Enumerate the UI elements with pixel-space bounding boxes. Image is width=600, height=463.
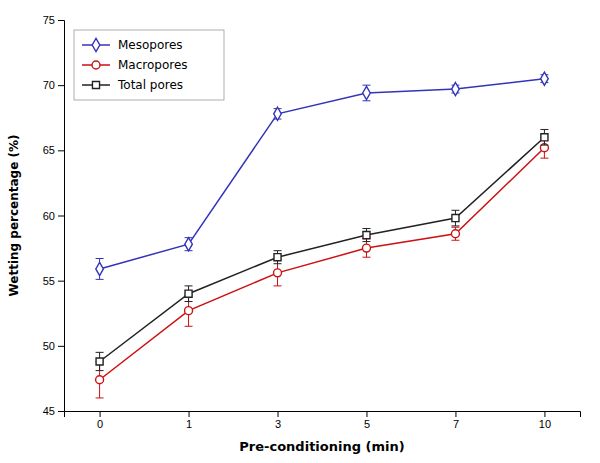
error-bar [274, 251, 282, 264]
point [96, 262, 104, 275]
y-tick-mark [58, 150, 64, 151]
series-line [100, 79, 545, 269]
point [451, 230, 459, 238]
y-axis-line [58, 21, 65, 412]
error-bar [451, 227, 459, 240]
y-tick: 70 [43, 79, 64, 91]
point [363, 86, 371, 99]
error-bar [362, 229, 370, 242]
point [452, 82, 460, 95]
point [363, 232, 370, 239]
legend-label: Macropores [118, 58, 188, 72]
legend-marker [92, 38, 100, 51]
y-tick-mark [58, 346, 64, 347]
x-tick-label: 5 [364, 418, 370, 430]
x-tick-mark [366, 411, 367, 417]
series-group [96, 72, 549, 398]
x-tick-mark [544, 411, 545, 417]
legend-marker [92, 61, 100, 69]
x-tick: 10 [539, 411, 551, 430]
error-bar [185, 238, 193, 251]
series-line [100, 137, 545, 361]
y-tick-mark [58, 411, 64, 412]
y-tick: 65 [43, 144, 64, 156]
y-tick: 60 [43, 210, 64, 222]
chart: 0 1 3 5 7 10 45 50 55 60 65 70 75 Mesopores Macropores… [0, 0, 600, 463]
legend-label: Total pores [117, 78, 183, 92]
error-bar [451, 210, 459, 226]
x-tick: 7 [453, 411, 459, 430]
series [96, 129, 549, 370]
series-line [100, 148, 545, 380]
point [274, 107, 282, 120]
legend-item: Total pores [82, 78, 183, 92]
error-bar [96, 259, 104, 280]
y-tick-label: 75 [43, 14, 55, 26]
x-tick-label: 10 [539, 418, 551, 430]
y-tick: 45 [43, 405, 64, 417]
plot-area: 0 1 3 5 7 10 45 50 55 60 65 70 75 Mesopores Macropores… [43, 14, 581, 430]
error-bar [185, 286, 193, 302]
point [185, 290, 192, 297]
x-tick: 1 [186, 411, 192, 430]
x-tick-mark [455, 411, 456, 417]
series [96, 72, 549, 279]
y-tick-mark [58, 85, 64, 86]
y-tick: 50 [43, 340, 64, 352]
point [362, 244, 370, 252]
point [452, 215, 459, 222]
x-tick-mark [100, 411, 101, 417]
y-tick: 75 [43, 14, 64, 26]
x-tick: 3 [275, 411, 281, 430]
y-tick-mark [58, 281, 64, 282]
point [185, 307, 193, 315]
x-tick-label: 1 [186, 418, 192, 430]
legend-item: Mesopores [82, 38, 183, 52]
x-axis: 0 1 3 5 7 10 [65, 411, 581, 430]
x-tick: 5 [364, 411, 370, 430]
point [274, 254, 281, 261]
legend-label: Mesopores [118, 38, 183, 52]
y-tick-mark [58, 20, 64, 21]
x-tick: 0 [97, 411, 103, 430]
legend: Mesopores Macropores Total pores [74, 30, 224, 100]
x-tick-label: 3 [275, 418, 281, 430]
series [96, 137, 549, 398]
y-tick-label: 55 [43, 275, 55, 287]
y-tick: 55 [43, 275, 64, 287]
point [185, 238, 193, 251]
point [541, 72, 549, 85]
point [541, 134, 548, 141]
error-bar [540, 129, 548, 145]
y-axis: 45 50 55 60 65 70 75 [43, 14, 65, 417]
y-tick-label: 45 [43, 405, 55, 417]
point [96, 376, 104, 384]
error-bar [362, 85, 370, 101]
point [96, 358, 103, 365]
x-tick-mark [278, 411, 279, 417]
legend-item: Macropores [82, 58, 188, 72]
legend-marker [92, 81, 99, 88]
point [274, 269, 282, 277]
y-tick-label: 50 [43, 340, 55, 352]
y-tick-mark [58, 216, 64, 217]
x-tick-mark [189, 411, 190, 417]
y-tick-label: 65 [43, 144, 55, 156]
x-axis-title: Pre-conditioning (min) [239, 439, 404, 454]
error-bar [96, 352, 104, 370]
x-axis-line [65, 412, 581, 418]
legend-box [74, 30, 224, 100]
y-tick-label: 60 [43, 210, 55, 222]
x-tick-label: 7 [453, 418, 459, 430]
y-axis-title: Wetting percentage (%) [7, 134, 21, 296]
x-tick-label: 0 [97, 418, 103, 430]
y-tick-label: 70 [43, 79, 55, 91]
